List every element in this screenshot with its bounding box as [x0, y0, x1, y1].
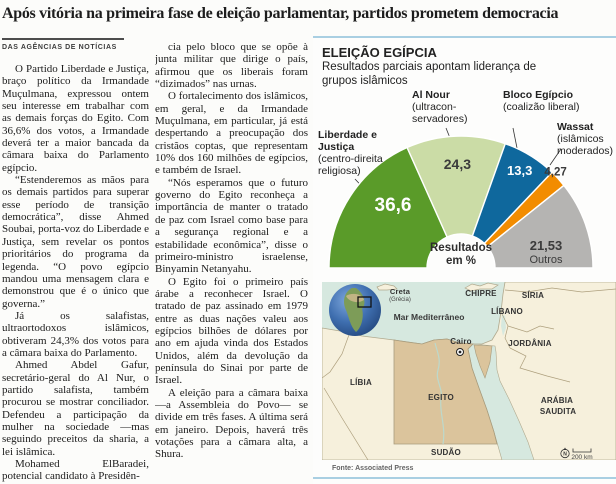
- pie-slices: [328, 135, 594, 269]
- leader-line-wassat: [549, 148, 562, 166]
- legend-liberdade-name: Liberdade e Justiça: [318, 129, 377, 153]
- scale-label: 200 km: [571, 454, 592, 460]
- article-paragraph: cia pelo bloco que se opõe à junta milit…: [155, 41, 308, 91]
- pie-value-label: 24,3: [444, 156, 471, 172]
- legend-wassat: Wassat (islâmicos moderados): [557, 121, 615, 157]
- cairo-marker: [456, 348, 464, 356]
- pie-value-label: 13,3: [507, 163, 532, 178]
- infographic-title: ELEIÇÃO EGÍPCIA: [322, 45, 437, 60]
- egypt-region-map: N 200 km Creta (Grécia) CHIPRE SÍRIA LÍB…: [322, 282, 616, 460]
- leader-line-bloco: [512, 127, 518, 149]
- pie-value-label: 21,53: [530, 238, 563, 253]
- pie-slice-outros: [486, 184, 594, 269]
- legend-wassat-qualifier: (islâmicos moderados): [557, 133, 614, 157]
- article-paragraph: Já os salafistas, ultraortodoxos islâmic…: [2, 309, 149, 359]
- cyprus-island: [464, 282, 499, 292]
- nile-river: [434, 342, 445, 445]
- legend-alnour-qualifier: (ultracon-servadores): [412, 101, 468, 125]
- article-paragraph: Mohamed ElBaradei, potencial candidato à…: [2, 458, 149, 483]
- legend-alnour: Al Nour (ultracon-servadores): [412, 89, 482, 125]
- legend-alnour-name: Al Nour: [412, 89, 450, 101]
- map-label-siria: SÍRIA: [522, 291, 544, 300]
- legend-liberdade: Liberdade e Justiça (centro-direita reli…: [318, 129, 396, 177]
- map-label-egito: EGITO: [428, 393, 454, 402]
- panel-bottom-rule: [313, 477, 616, 479]
- panel-top-rule: [313, 36, 616, 38]
- chart-center-label: Resultados em %: [428, 242, 494, 268]
- pie-outros-label: Outros: [529, 254, 563, 266]
- chart-center-label-line1: Resultados: [430, 242, 492, 254]
- infographic-panel: ELEIÇÃO EGÍPCIA Resultados parciais apon…: [313, 36, 616, 484]
- sinai-peninsula: [473, 344, 493, 379]
- map-label-jordania: JORDÂNIA: [508, 339, 551, 348]
- article-paragraph: “Nós esperamos que o futuro governo do E…: [155, 176, 308, 276]
- legend-bloco-qualifier: (coalizão liberal): [503, 101, 580, 113]
- article-paragraph: Ahmed Abdel Gafur, secretário-geral do A…: [2, 359, 149, 458]
- article-column-2: cia pelo bloco que se opõe à junta milit…: [155, 41, 308, 484]
- article-paragraph: “Estenderemos as mãos para os demais par…: [2, 174, 149, 310]
- article-body: DAS AGÊNCIAS DE NOTÍCIAS O Partido Liber…: [2, 36, 308, 484]
- map-label-libano: LÍBANO: [491, 307, 523, 316]
- map-label-saudita: SAUDITA: [540, 407, 576, 416]
- legend-bloco-name: Bloco Egípcio: [503, 89, 574, 101]
- scale-bar: [572, 448, 592, 453]
- pie-value-label: 4,27: [544, 167, 566, 179]
- page-headline: Após vitória na primeira fase de eleição…: [2, 5, 559, 22]
- map-label-arabia: ARÁBIA: [541, 396, 573, 405]
- legend-bloco: Bloco Egípcio (coalizão liberal): [503, 89, 587, 113]
- source-credit: Fonte: Associated Press: [332, 465, 414, 472]
- legend-wassat-name: Wassat: [557, 121, 594, 133]
- crete-island: [376, 283, 398, 291]
- pie-value-label: 36,6: [375, 195, 412, 216]
- byline-kicker: DAS AGÊNCIAS DE NOTÍCIAS: [2, 44, 117, 51]
- article-paragraph: O Egito foi o primeiro país árabe a reco…: [155, 275, 308, 387]
- map-label-sudao: SUDÃO: [431, 448, 461, 457]
- article-paragraph: O Partido Liberdade e Justiça, braço pol…: [2, 63, 149, 174]
- article-paragraph: O fortalecimento dos islâmicos, em geral…: [155, 90, 308, 177]
- legend-liberdade-qualifier: (centro-direita religiosa): [318, 153, 383, 177]
- globe-inset: [329, 284, 381, 336]
- pie-slice-liberdade-e-justi-a: [328, 146, 449, 269]
- globe-highlight-box: [357, 296, 372, 308]
- map-label-creta-sub: (Grécia): [389, 297, 411, 303]
- article-paragraph: A eleição para a câmara baixa —a Assembl…: [155, 386, 308, 461]
- infographic-subtitle: Resultados parciais apontam liderança de…: [322, 61, 537, 87]
- kicker-rule: [2, 38, 124, 40]
- chart-center-label-line2: em %: [445, 255, 477, 267]
- map-label-creta: Creta: [390, 287, 411, 296]
- article-column-1: O Partido Liberdade e Justiça, braço pol…: [2, 63, 149, 484]
- globe-sahara: [346, 293, 364, 303]
- map-label-chipre: CHIPRE: [465, 289, 497, 298]
- map-label-mediterraneo: Mar Mediterrâneo: [394, 312, 465, 322]
- compass-icon: N: [560, 447, 570, 459]
- map-label-libia: LÍBIA: [350, 378, 372, 387]
- compass-n-label: N: [563, 452, 567, 458]
- map-label-cairo: Cairo: [450, 337, 471, 346]
- country-borders: [322, 287, 616, 460]
- egypt-country: [393, 338, 498, 445]
